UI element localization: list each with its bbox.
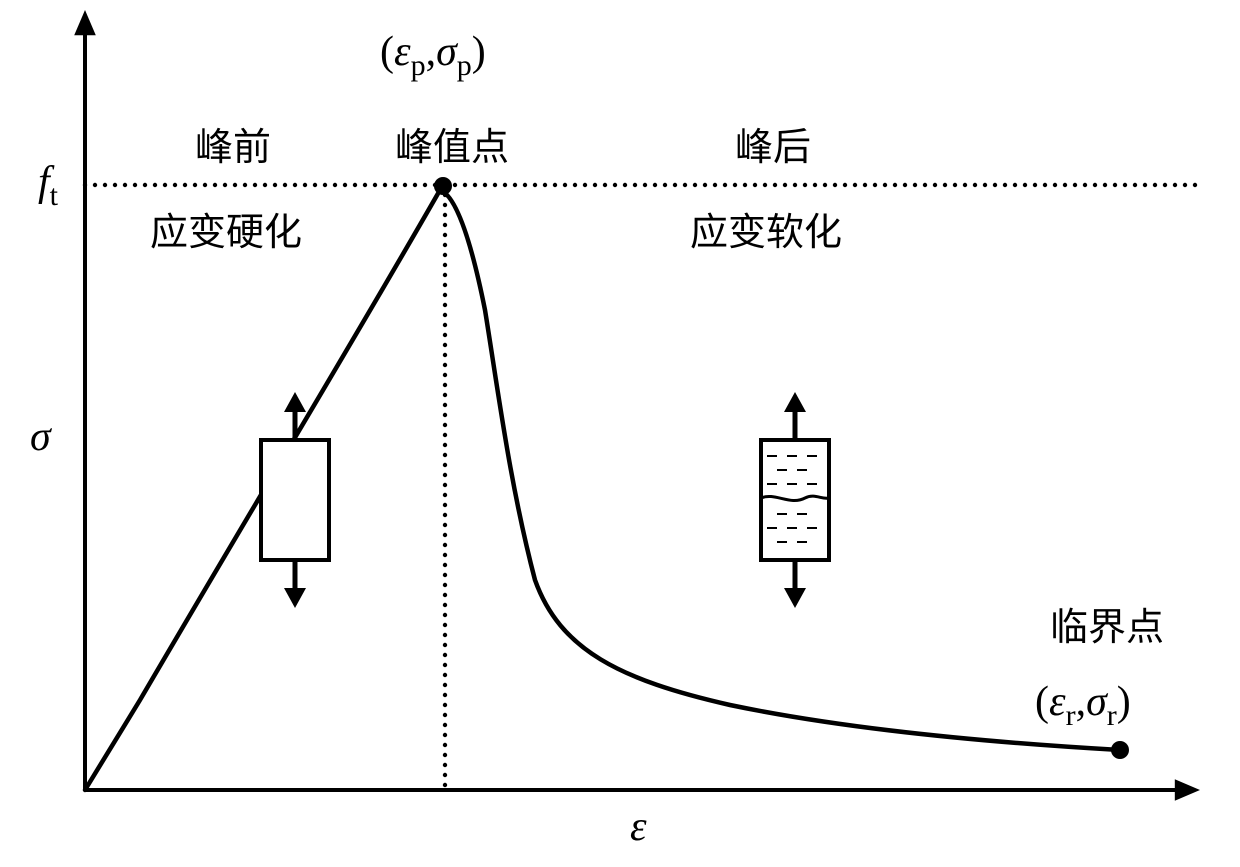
label-pre-peak: 峰前 bbox=[195, 127, 271, 169]
label-strain-hardening: 应变硬化 bbox=[150, 212, 302, 254]
background bbox=[0, 0, 1240, 867]
sigma-axis-label: σ bbox=[30, 414, 53, 460]
peak-point bbox=[434, 177, 452, 195]
label-post-peak: 峰后 bbox=[735, 127, 811, 169]
critical-point bbox=[1111, 741, 1129, 759]
critical-coord-label: (εr,σr) bbox=[1035, 679, 1131, 732]
label-strain-softening: 应变软化 bbox=[690, 212, 842, 254]
label-peak-point: 峰值点 bbox=[395, 127, 509, 169]
label-critical-title: 临界点 bbox=[1050, 607, 1164, 649]
epsilon-axis-label: ε bbox=[630, 804, 647, 850]
peak-vertical-dotted bbox=[443, 183, 447, 787]
